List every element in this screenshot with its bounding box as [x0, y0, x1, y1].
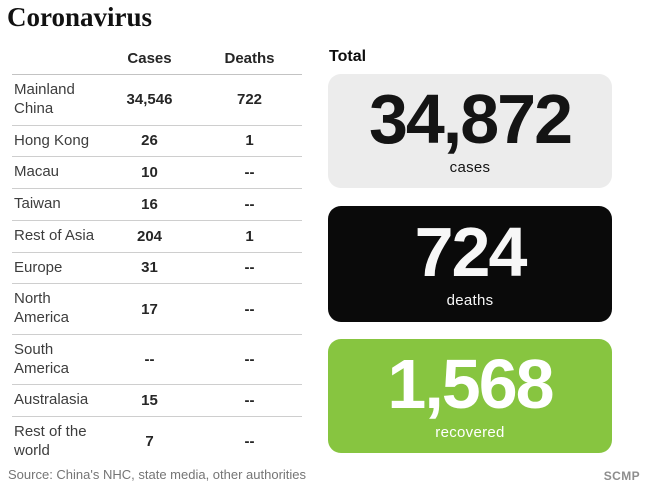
region-label: Mainland China: [14, 81, 75, 117]
deaths-value: --: [244, 433, 255, 451]
table-row: Mainland China 34,546 722: [12, 75, 302, 126]
total-cases-card: 34,872 cases: [328, 74, 612, 188]
total-cases-caption: cases: [449, 158, 491, 176]
region-label: Australasia: [14, 391, 89, 409]
region-label: Rest of Asia: [14, 226, 95, 244]
region-label: Taiwan: [14, 195, 61, 212]
deaths-value: 1: [245, 132, 254, 150]
table-row: Macau 10 --: [12, 157, 302, 189]
deaths-value: --: [244, 300, 255, 318]
cases-column-header: Cases: [127, 50, 172, 67]
total-label: Total: [329, 48, 367, 65]
total-recovered-value: 1,568: [387, 345, 554, 424]
cases-value: 26: [141, 132, 158, 150]
region-column-header: [12, 50, 102, 67]
table-row: Europe 31 --: [12, 253, 302, 285]
region-label: Macau: [14, 163, 60, 181]
total-deaths-value: 724: [414, 213, 528, 292]
total-deaths-caption: deaths: [446, 291, 494, 309]
deaths-value: 722: [236, 91, 263, 109]
table-row: Taiwan 16 --: [12, 189, 302, 221]
page-title: Coronavirus: [7, 2, 153, 32]
cases-value: 204: [136, 227, 163, 245]
table-row: Hong Kong 26 1: [12, 126, 302, 158]
deaths-value: --: [244, 392, 255, 410]
table-row: North America 17 --: [12, 284, 302, 335]
deaths-value: --: [244, 259, 255, 277]
region-label: South America: [14, 340, 70, 377]
deaths-value: 1: [245, 227, 254, 245]
total-deaths-card: 724 deaths: [328, 206, 612, 322]
source-note: Source: China's NHC, state media, other …: [8, 467, 307, 482]
cases-value: 10: [141, 164, 158, 182]
table-row: South America -- --: [12, 335, 302, 386]
total-recovered-caption: recovered: [435, 423, 505, 441]
deaths-value: --: [244, 164, 255, 182]
deaths-value: --: [244, 195, 255, 213]
cases-value: 16: [141, 195, 158, 213]
table-header-row: Cases Deaths: [12, 46, 302, 75]
cases-value: 7: [145, 433, 154, 451]
table-row: Rest of the world 7 --: [12, 417, 302, 467]
deaths-value: --: [244, 351, 255, 368]
table-body: Mainland China 34,546 722 Hong Kong 26 1 Macau…: [12, 75, 302, 467]
total-recovered-card: 1,568 recovered: [328, 339, 612, 453]
table-row: Rest of Asia 204 1: [12, 221, 302, 253]
publisher-credit: SCMP: [603, 469, 640, 483]
regions-table: Cases Deaths Mainland China 34,546 722 Hong…: [12, 46, 302, 467]
deaths-column-header: Deaths: [224, 50, 275, 67]
cases-value: 17: [141, 300, 158, 318]
cases-value: 34,546: [126, 91, 173, 109]
table-row: Australasia 15 --: [12, 385, 302, 417]
region-label: Rest of the world: [14, 423, 87, 459]
region-label: North America: [14, 290, 70, 326]
cases-value: 31: [141, 259, 158, 277]
total-cases-value: 34,872: [368, 80, 573, 159]
cases-value: --: [144, 351, 155, 368]
cases-value: 15: [141, 392, 158, 410]
region-label: Hong Kong: [14, 131, 90, 149]
region-label: Europe: [14, 258, 63, 276]
